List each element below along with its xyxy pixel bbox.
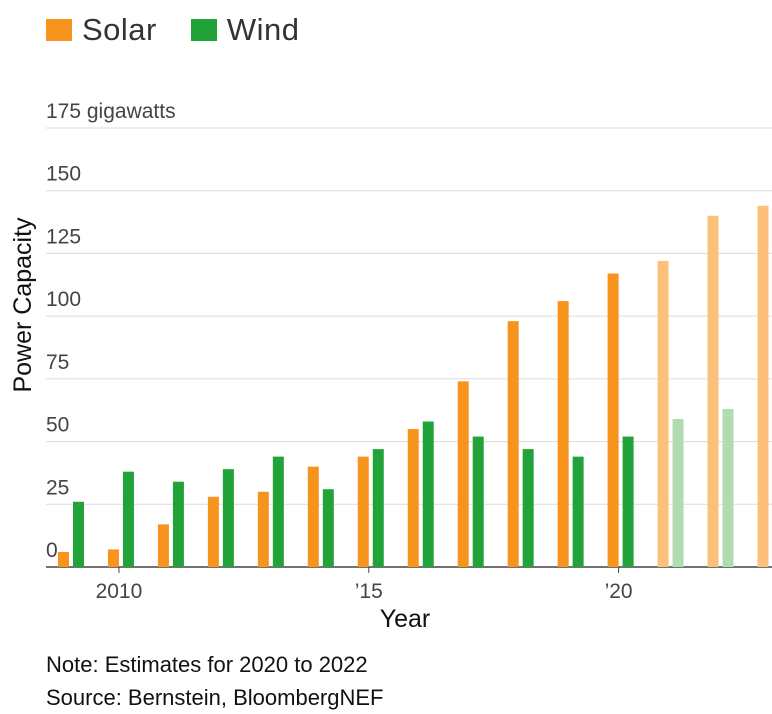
bar-wind-2	[172, 481, 184, 567]
bar-wind-8	[472, 436, 484, 567]
y-tick-label-175: 175 gigawatts	[46, 100, 176, 123]
y-tick-label-125: 125	[46, 225, 81, 248]
y-tick-label-50: 50	[46, 414, 69, 437]
bar-wind-9	[522, 449, 534, 567]
bar-solar-13	[707, 215, 719, 568]
bar-wind-7	[422, 421, 434, 567]
bar-wind-12	[672, 418, 684, 567]
bars	[57, 205, 769, 568]
bar-solar-10	[557, 301, 569, 567]
bar-solar-7	[407, 429, 419, 567]
bar-solar-0	[57, 551, 69, 567]
estimate-note: Note: Estimates for 2020 to 2022	[46, 652, 368, 677]
bar-solar-9	[507, 321, 519, 567]
y-tick-label-75: 75	[46, 351, 69, 374]
bar-solar-2	[157, 524, 169, 567]
legend-swatch-wind	[190, 19, 217, 41]
y-tick-label-25: 25	[46, 476, 69, 499]
y-tick-labels: 0 25 50 75 100 125 150 175 gigawatts	[46, 100, 176, 562]
bar-solar-11	[607, 273, 619, 567]
bar-wind-4	[272, 456, 284, 567]
legend-item-wind: Wind	[190, 12, 300, 48]
legend-label-wind: Wind	[226, 12, 300, 47]
bar-solar-1	[107, 549, 119, 567]
bar-solar-5	[307, 466, 319, 567]
x-tick-labels: 2010 ’15 ’20	[96, 567, 633, 603]
x-axis-title: Year	[380, 605, 431, 633]
y-tick-label-100: 100	[46, 288, 81, 311]
y-tick-label-150: 150	[46, 163, 81, 186]
notes: Note: Estimates for 2020 to 2022 Source:…	[46, 648, 384, 714]
source-note: Source: Bernstein, BloombergNEF	[46, 685, 384, 710]
bar-solar-4	[257, 491, 269, 567]
bar-solar-14	[757, 205, 769, 567]
bar-solar-8	[457, 381, 469, 567]
bar-wind-10	[572, 456, 584, 567]
legend-label-solar: Solar	[82, 12, 157, 47]
bar-solar-6	[357, 456, 369, 567]
x-tick-label-2015: ’15	[355, 580, 383, 603]
bar-solar-12	[657, 260, 669, 567]
bar-wind-5	[322, 489, 334, 567]
bar-wind-3	[222, 469, 234, 567]
gridlines	[46, 127, 772, 568]
legend-swatch-solar	[46, 19, 72, 41]
bar-solar-3	[207, 496, 219, 567]
legend: Solar Wind	[46, 10, 334, 50]
x-tick-label-2010: 2010	[96, 580, 143, 603]
bar-wind-13	[722, 408, 734, 567]
bar-wind-1	[122, 471, 134, 567]
legend-item-solar: Solar	[46, 12, 157, 48]
bar-wind-11	[622, 436, 634, 567]
bar-wind-0	[72, 501, 84, 567]
x-tick-label-2020: ’20	[605, 580, 633, 603]
y-tick-label-0: 0	[46, 539, 58, 562]
y-axis-title: Power Capacity	[9, 217, 37, 393]
bar-wind-6	[372, 449, 384, 567]
